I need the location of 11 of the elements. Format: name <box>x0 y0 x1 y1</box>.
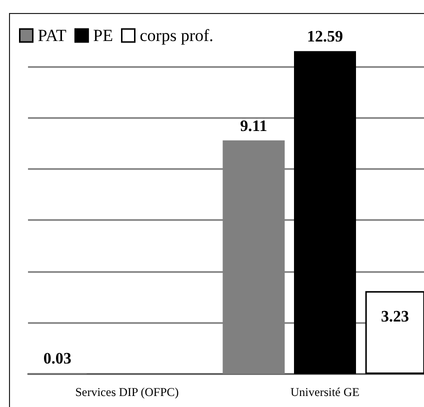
bar <box>294 51 356 374</box>
data-label: 9.11 <box>240 118 268 135</box>
legend-label: PAT <box>38 26 68 45</box>
x-tick-label: Université GE <box>290 385 360 399</box>
data-label: 3.23 <box>381 308 410 326</box>
x-tick-label: Services DIP (OFPC) <box>75 385 179 399</box>
data-label: 0.03 <box>43 350 72 368</box>
bar <box>365 291 424 374</box>
legend-label: corps prof. <box>140 26 214 45</box>
data-label: 12.59 <box>307 28 343 46</box>
legend-label: PE <box>93 26 114 45</box>
